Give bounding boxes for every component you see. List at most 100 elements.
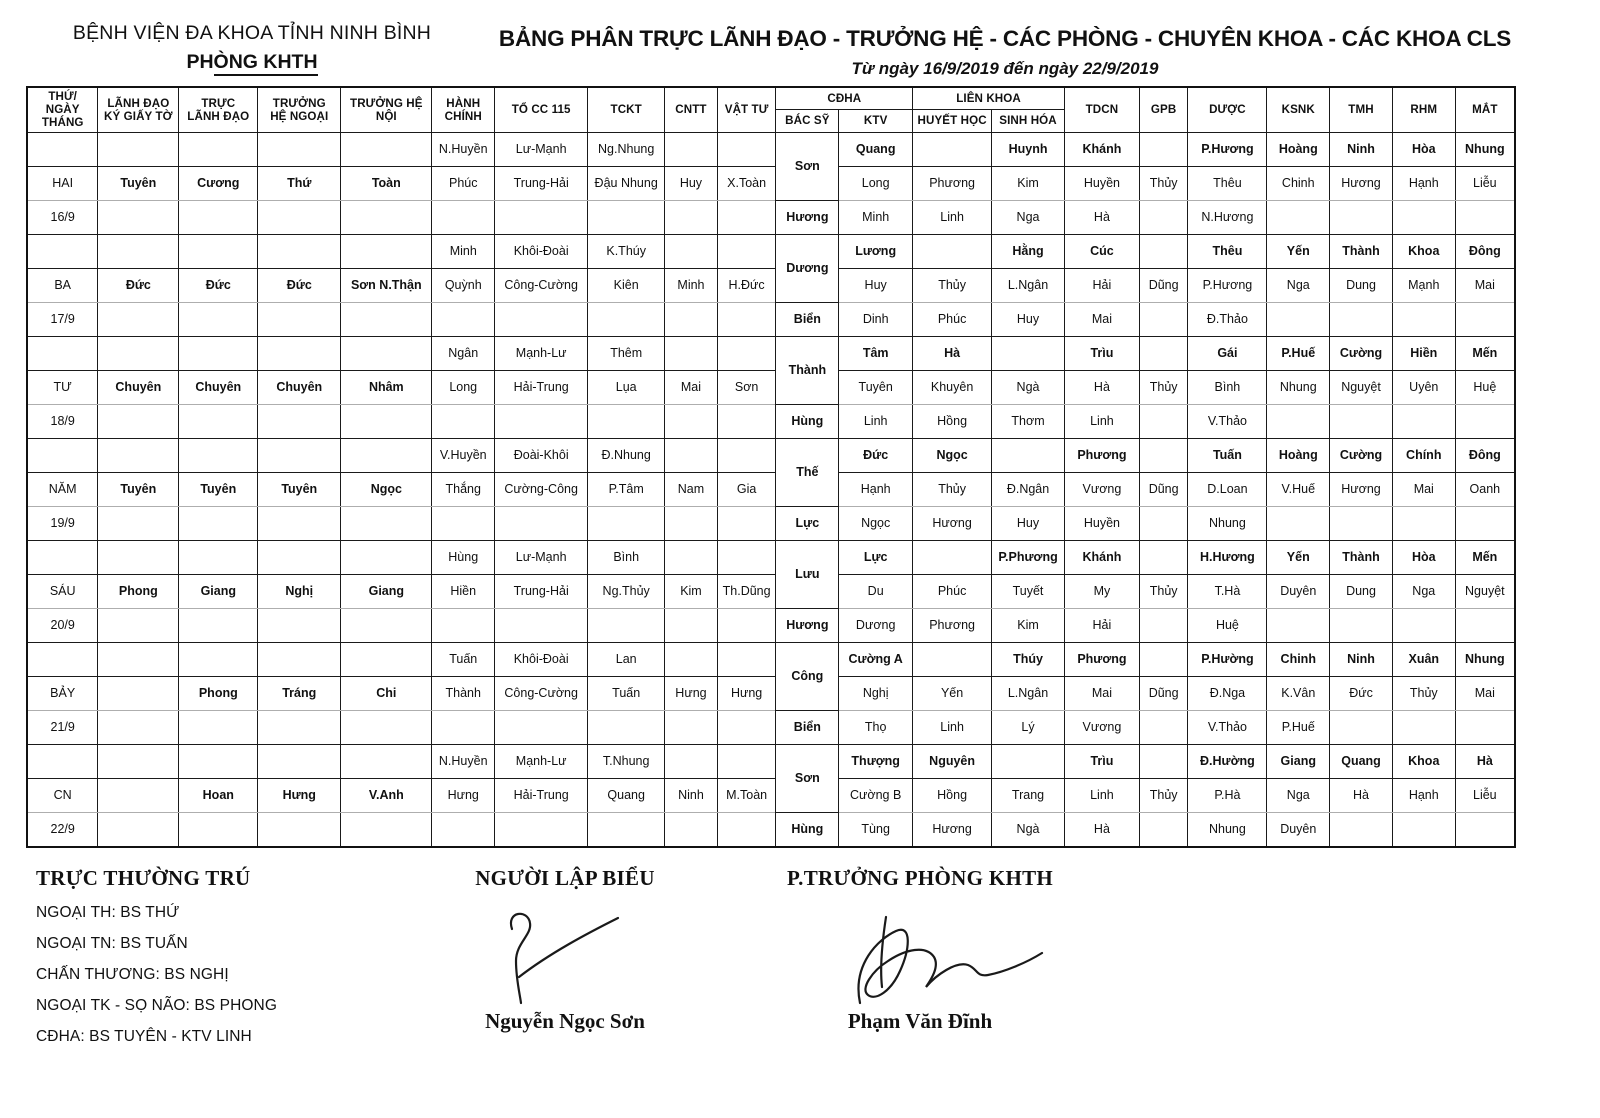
cell-tckt: [587, 199, 666, 235]
cell-cdha-ktv: Quang: [838, 131, 914, 167]
cell-rhm: Hiền: [1391, 335, 1456, 371]
cell-tdcn: Phương: [1063, 437, 1140, 473]
cell-cntt: [664, 505, 718, 541]
cell-cdha-ktv: Dinh: [838, 301, 914, 337]
cell-day: [26, 335, 99, 371]
cell-lk-huyethoc: Linh: [912, 709, 993, 745]
cell-vattu: Gia: [716, 471, 777, 507]
cell-date: 16/9: [26, 199, 99, 235]
cell-mat: Oanh: [1454, 471, 1516, 507]
cell-leader-duty: Giang: [178, 573, 259, 609]
table-row: Ngân Mạnh-Lư Thêm Thành Tâm Hà Trìu Gái P.Huế Cườ…: [26, 335, 1516, 405]
cell-tckt: [587, 607, 666, 643]
cell-duoc: D.Loan: [1187, 471, 1268, 507]
cell-admin: N.Huyền: [431, 743, 496, 779]
cell-lk-sinhhoa: Huynh: [991, 131, 1065, 167]
cell-mat: [1454, 811, 1516, 848]
document-header: BỆNH VIỆN ĐA KHOA TỈNH NINH BÌNH PHÒNG K…: [0, 0, 1600, 78]
cell-head-internal: [340, 811, 433, 848]
table-row: HAI Tuyên Cương Thứ Toàn Phúc Trung-Hải Đậu Nhu…: [26, 165, 1516, 201]
cell-cdha-ktv: Huy: [838, 267, 914, 303]
table-row: Hùng Lư-Mạnh Bình Lưu Lực P.Phương Khánh H.Hươn…: [26, 539, 1516, 609]
cell-duoc: Thêu: [1187, 233, 1268, 269]
cell-duoc: N.Hương: [1187, 199, 1268, 235]
cell-head-surgery: [257, 335, 342, 371]
cell-tckt: P.Tâm: [587, 471, 666, 507]
title-block: BẢNG PHÂN TRỰC LÃNH ĐẠO - TRƯỞNG HỆ - CÁ…: [470, 26, 1540, 79]
cell-leader-sign: Phong: [97, 573, 180, 609]
cell-cdha-ktv: Dương: [838, 607, 914, 643]
cell-duoc: P.Hường: [1187, 641, 1268, 677]
cell-tckt: Đậu Nhung: [587, 165, 666, 201]
cell-day-name: NĂM: [26, 471, 99, 507]
cell-leader-duty: [178, 505, 259, 541]
cell-rhm: Hạnh: [1391, 777, 1456, 813]
cell-leader-sign: [97, 607, 180, 643]
cell-head-surgery: [257, 641, 342, 677]
cell-day-name: SÁU: [26, 573, 99, 609]
cell-duoc: Đ.Nga: [1187, 675, 1268, 711]
cell-cc115: Hải-Trung: [494, 777, 589, 813]
cell-cc115: Đoài-Khôi: [494, 437, 589, 473]
cell-lk-sinhhoa: [991, 743, 1065, 779]
cell-cdha-ktv: Long: [838, 165, 914, 201]
cell-tdcn: Linh: [1063, 777, 1140, 813]
department-prefix: PH: [186, 51, 214, 73]
cell-admin: [431, 403, 496, 439]
cell-head-surgery: Tráng: [257, 675, 342, 711]
cell-tdcn: Hà: [1063, 199, 1140, 235]
cell-duoc: P.Hà: [1187, 777, 1268, 813]
cell-ksnk: [1266, 607, 1331, 643]
cell-mat: Nhung: [1454, 641, 1516, 677]
cell-leader-sign: [97, 539, 180, 575]
cell-leader-sign: Tuyên: [97, 471, 180, 507]
cell-head-internal: [340, 131, 433, 167]
cell-leader-sign: [97, 403, 180, 439]
table-header: THỨ/NGÀY THÁNG LÃNH ĐẠO KÝ GIẤY TỜ TRỰC LÃN…: [26, 85, 1516, 133]
th-leader-duty: TRỰC LÃNH ĐẠO: [178, 85, 259, 133]
cell-rhm: Mạnh: [1391, 267, 1456, 303]
cell-admin: Long: [431, 369, 496, 405]
cell-lk-sinhhoa: Kim: [991, 607, 1065, 643]
cell-lk-huyethoc: [912, 539, 993, 575]
cell-rhm: Uyên: [1391, 369, 1456, 405]
cell-cdha-bacsy: Dương: [775, 233, 840, 303]
cell-ksnk: [1266, 505, 1331, 541]
th-cntt: CNTT: [664, 85, 718, 133]
cell-mat: Mến: [1454, 539, 1516, 575]
cell-cc115: [494, 709, 589, 745]
cell-cdha-bacsy: Sơn: [775, 743, 840, 813]
cell-leader-duty: [178, 199, 259, 235]
deputy-head-name: Phạm Văn Đĩnh: [847, 1009, 993, 1033]
cell-head-surgery: Thứ: [257, 165, 342, 201]
cell-gpb: [1138, 641, 1189, 677]
cell-tdcn: Khánh: [1063, 539, 1140, 575]
cell-cdha-bacsy: Hùng: [775, 403, 840, 439]
cell-day: [26, 233, 99, 269]
th-admin: HÀNH CHÍNH: [431, 85, 496, 133]
table-row: SÁU Phong Giang Nghị Giang Hiền Trung-Hải Ng.Th…: [26, 573, 1516, 609]
cell-lk-sinhhoa: L.Ngân: [991, 267, 1065, 303]
cell-head-internal: [340, 505, 433, 541]
cell-head-surgery: Chuyên: [257, 369, 342, 405]
cell-cntt: Ninh: [664, 777, 718, 813]
cell-tckt: Đ.Nhung: [587, 437, 666, 473]
cell-gpb: [1138, 233, 1189, 269]
th-mat: MẮT: [1454, 85, 1516, 133]
cell-admin: Hùng: [431, 539, 496, 575]
cell-rhm: Xuân: [1391, 641, 1456, 677]
cell-head-internal: Chi: [340, 675, 433, 711]
cell-gpb: Dũng: [1138, 675, 1189, 711]
th-day: THỨ/NGÀY THÁNG: [26, 85, 99, 133]
cell-cdha-bacsy: Biển: [775, 301, 840, 337]
cell-mat: Nhung: [1454, 131, 1516, 167]
table-body: N.Huyền Lư-Mạnh Ng.Nhung Sơn Quang Huynh Khánh…: [26, 131, 1516, 848]
cell-lk-huyethoc: Thủy: [912, 471, 993, 507]
cell-leader-sign: [97, 675, 180, 711]
cell-vattu: [716, 437, 777, 473]
cell-lk-huyethoc: Ngọc: [912, 437, 993, 473]
cell-gpb: [1138, 403, 1189, 439]
cell-tckt: [587, 505, 666, 541]
table-row: Minh Khôi-Đoài K.Thúy Dương Lương Hằng Cúc Thêu…: [26, 233, 1516, 303]
cell-tmh: [1329, 709, 1393, 745]
